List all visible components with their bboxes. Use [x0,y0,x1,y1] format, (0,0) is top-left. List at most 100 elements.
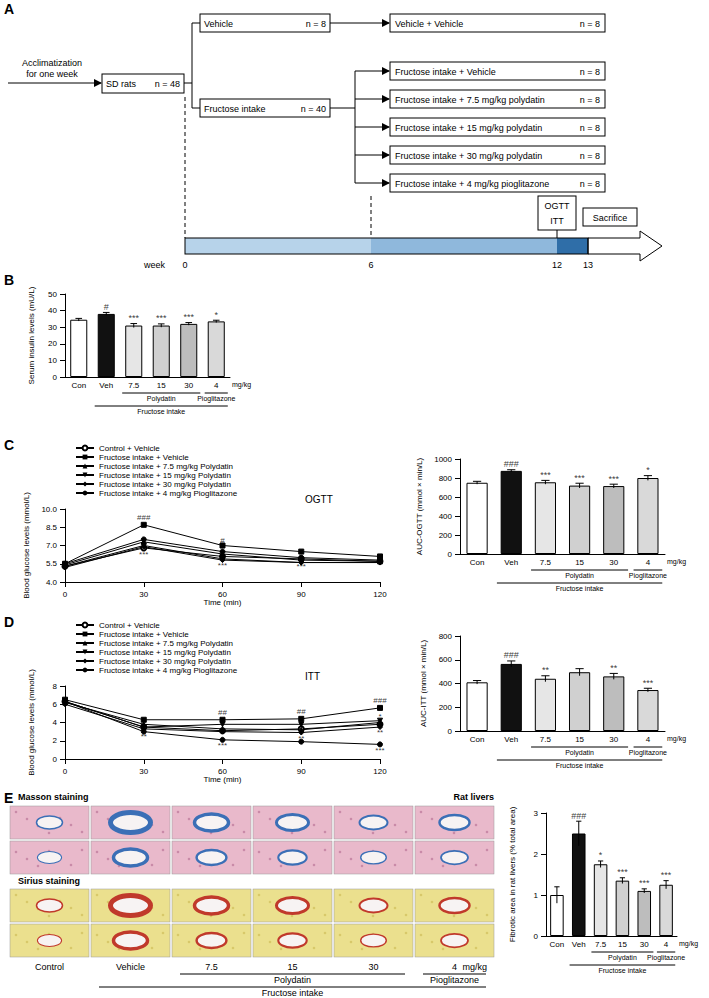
svg-text:Time (min): Time (min) [204,598,242,607]
svg-text:Fibrotic area in rat livers (%: Fibrotic area in rat livers (% total are… [508,806,517,942]
svg-text:###: ### [504,459,519,469]
svg-text:120: 120 [373,590,387,599]
svg-text:Fructose intake + 15 mg/kg pol: Fructose intake + 15 mg/kg polydatin [395,123,542,133]
svg-text:***: *** [643,678,654,688]
svg-text:1: 1 [534,891,539,900]
svg-text:###: ### [137,513,151,522]
svg-text:Acclimatization: Acclimatization [22,58,82,68]
svg-text:600: 600 [439,493,453,502]
svg-text:AUC-ITT (mmol × min/L): AUC-ITT (mmol × min/L) [419,640,428,728]
svg-text:Sacrifice: Sacrifice [593,213,628,223]
svg-text:4: 4 [646,735,651,744]
svg-text:n = 8: n = 8 [580,151,600,161]
svg-text:D: D [4,614,14,630]
svg-text:7.5: 7.5 [540,558,552,567]
svg-text:200: 200 [439,531,453,540]
svg-text:8: 8 [53,682,58,691]
svg-text:0: 0 [53,755,58,764]
svg-text:Fructose intake: Fructose intake [262,988,324,998]
svg-text:60: 60 [218,767,227,776]
svg-text:Fructose intake + 15 mg/kg Pol: Fructose intake + 15 mg/kg Polydatin [99,648,231,657]
svg-text:800: 800 [439,632,453,641]
svg-text:7.5: 7.5 [128,381,140,390]
svg-text:4: 4 [53,718,58,727]
svg-text:15: 15 [287,962,297,972]
svg-text:Time (min): Time (min) [204,775,242,784]
svg-text:n = 8: n = 8 [580,123,600,133]
svg-text:Rat livers: Rat livers [453,792,494,802]
svg-text:Fructose intake + Vehicle: Fructose intake + Vehicle [99,630,189,639]
svg-text:n = 8: n = 8 [580,179,600,189]
svg-text:Fructose intake + Vehicle: Fructose intake + Vehicle [395,67,496,77]
svg-text:n = 48: n = 48 [155,79,180,89]
svg-text:Control + Vehicle: Control + Vehicle [99,444,160,453]
svg-text:90: 90 [297,590,306,599]
svg-text:Fructose intake + 30 mg/kg pol: Fructose intake + 30 mg/kg polydatin [395,151,542,161]
svg-text:30: 30 [609,558,618,567]
svg-text:0: 0 [182,260,187,270]
svg-text:###: ### [504,650,519,660]
svg-text:30: 30 [640,940,649,949]
svg-text:ITT: ITT [550,216,564,226]
svg-text:Veh: Veh [572,940,586,949]
svg-text:##: ## [297,707,306,716]
svg-text:SD rats: SD rats [106,79,137,89]
svg-text:Fructose intake + 7.5 mg/kg po: Fructose intake + 7.5 mg/kg polydatin [395,95,545,105]
svg-text:Control + Vehicle: Control + Vehicle [99,621,160,630]
svg-text:*: * [599,850,603,860]
svg-text:n = 40: n = 40 [301,104,326,114]
svg-text:6: 6 [53,700,58,709]
svg-text:20: 20 [48,339,57,348]
svg-text:Fructose intake: Fructose intake [598,967,646,974]
svg-text:Blood glucose levels (mmol/L): Blood glucose levels (mmol/L) [22,492,31,599]
svg-text:Fructose intake: Fructose intake [204,104,266,114]
svg-text:0: 0 [448,550,453,559]
svg-text:***: *** [128,313,139,323]
svg-text:15: 15 [157,381,166,390]
svg-text:Pioglitazone: Pioglitazone [629,749,667,757]
svg-text:##: ## [218,708,227,717]
svg-text:13: 13 [583,260,593,270]
svg-text:mg/kg: mg/kg [679,940,698,948]
svg-text:Fructose intake + 30 mg/kg Pol: Fructose intake + 30 mg/kg Polydatin [99,657,231,666]
svg-text:OGTT: OGTT [545,201,570,211]
svg-text:30: 30 [139,590,148,599]
svg-text:400: 400 [439,512,453,521]
svg-text:n = 8: n = 8 [580,95,600,105]
svg-text:###: ### [571,811,586,821]
svg-text:7.5: 7.5 [595,940,607,949]
svg-text:400: 400 [439,679,453,688]
svg-text:Fructose intake + 4 mg/kg Piog: Fructose intake + 4 mg/kg Pioglitazone [99,489,238,498]
svg-text:***: *** [617,867,628,877]
svg-text:7.5: 7.5 [205,962,218,972]
svg-text:Fructose intake: Fructose intake [556,762,604,769]
svg-text:E: E [4,790,13,806]
svg-text:Polydatin: Polydatin [147,395,176,403]
svg-text:10.0: 10.0 [41,505,57,514]
svg-text:n = 8: n = 8 [580,67,600,77]
svg-text:Fructose intake + 4 mg/kg Piog: Fructose intake + 4 mg/kg Pioglitazone [99,666,238,675]
svg-text:A: A [4,1,14,17]
svg-text:AUC-OGTT (mmol × min/L): AUC-OGTT (mmol × min/L) [415,457,424,555]
svg-text:40: 40 [48,306,57,315]
svg-text:15: 15 [575,558,584,567]
svg-text:n = 8: n = 8 [580,19,600,29]
svg-text:12: 12 [552,260,562,270]
svg-text:mg/kg: mg/kg [667,735,686,743]
svg-text:Fructose intake + 7.5 mg/kg Po: Fructose intake + 7.5 mg/kg Polydatin [99,462,233,471]
svg-text:Veh: Veh [504,558,518,567]
svg-text:C: C [4,437,14,453]
svg-text:0: 0 [53,373,58,382]
svg-text:Masson staining: Masson staining [18,792,89,802]
svg-text:0: 0 [534,932,539,941]
svg-text:mg/kg: mg/kg [232,381,251,389]
svg-text:50: 50 [48,290,57,299]
svg-text:for one week: for one week [26,69,78,79]
svg-text:15: 15 [575,735,584,744]
svg-text:Pioglitazone: Pioglitazone [629,572,667,580]
svg-text:3: 3 [534,809,539,818]
svg-text:*: * [214,310,218,320]
svg-text:30: 30 [609,735,618,744]
svg-text:Fructose intake: Fructose intake [556,585,604,592]
svg-text:4.0: 4.0 [46,578,58,587]
